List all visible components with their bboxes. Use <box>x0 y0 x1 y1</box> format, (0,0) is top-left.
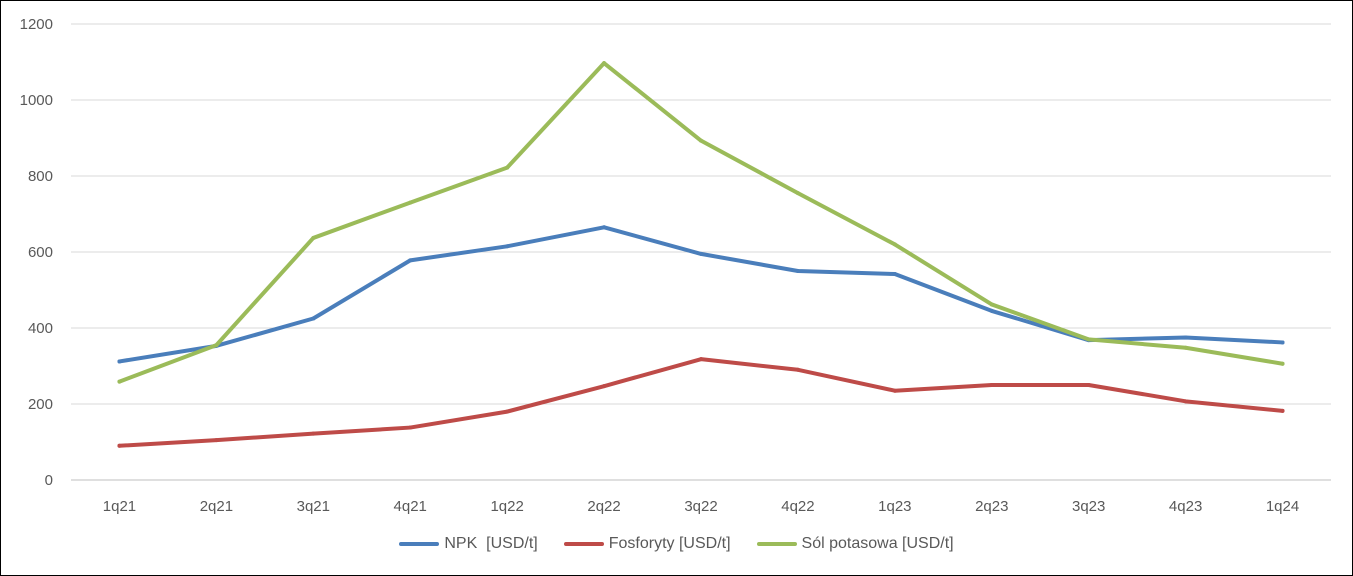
x-tick-label: 1q22 <box>490 498 523 515</box>
x-tick-label: 1q24 <box>1266 498 1299 515</box>
data-point <box>117 359 122 364</box>
data-point <box>214 343 219 348</box>
data-point <box>1183 399 1188 404</box>
data-point <box>892 272 897 277</box>
data-point <box>311 431 316 436</box>
data-point <box>602 384 607 389</box>
y-tick-label: 0 <box>45 472 53 489</box>
y-tick-label: 200 <box>28 396 53 413</box>
data-point <box>1086 383 1091 387</box>
legend-label: Fosforyty [USD/t] <box>608 535 731 552</box>
data-point <box>892 242 897 247</box>
data-point <box>699 357 703 362</box>
data-point <box>408 425 413 430</box>
legend-label: Sól potasowa [USD/t] <box>801 535 954 552</box>
data-point <box>699 251 703 256</box>
series-lines <box>117 61 1285 448</box>
x-tick-label: 3q21 <box>297 498 330 515</box>
data-point <box>1086 337 1091 342</box>
x-tick-label: 4q21 <box>394 498 427 515</box>
y-axis-ticks: 0 200 400 600 800 1000 1200 <box>20 16 53 489</box>
data-point <box>311 316 316 321</box>
data-point <box>408 200 413 205</box>
data-point <box>795 191 800 196</box>
data-point <box>602 61 607 66</box>
x-tick-label: 2q23 <box>975 498 1008 515</box>
data-point <box>408 258 413 263</box>
data-point <box>311 235 316 240</box>
x-tick-label: 4q23 <box>1169 498 1202 515</box>
x-tick-label: 2q21 <box>200 498 233 515</box>
data-point <box>795 367 800 372</box>
x-tick-label: 3q22 <box>684 498 717 515</box>
data-point <box>1183 335 1188 340</box>
data-point <box>892 388 897 393</box>
x-axis-ticks: 1q21 2q21 3q21 4q21 1q22 2q22 3q22 4q22 1q23 2q23… <box>103 498 1299 515</box>
data-point <box>117 443 122 448</box>
data-point <box>505 409 510 414</box>
data-point <box>1183 345 1188 350</box>
legend-item-0: NPK [USD/t] <box>399 535 538 553</box>
x-tick-label: 1q21 <box>103 498 136 515</box>
y-tick-label: 1000 <box>20 92 53 109</box>
series-line-1 <box>117 357 1285 448</box>
series-line-2 <box>117 61 1285 384</box>
x-tick-label: 3q23 <box>1072 498 1105 515</box>
legend: NPK [USD/t] Fosforyty [USD/t] Sól potasowa… <box>1 535 1352 553</box>
x-tick-label: 2q22 <box>587 498 620 515</box>
data-point <box>214 438 219 443</box>
legend-swatch <box>756 542 797 546</box>
legend-label: NPK [USD/t] <box>444 535 538 552</box>
data-point <box>699 138 703 143</box>
data-point <box>505 165 510 170</box>
y-tick-label: 400 <box>28 320 53 337</box>
legend-item-1: Fosforyty [USD/t] <box>563 535 731 553</box>
data-point <box>989 383 994 387</box>
data-point <box>989 308 994 313</box>
y-tick-label: 600 <box>28 244 53 261</box>
y-tick-label: 800 <box>28 168 53 185</box>
data-point <box>1280 361 1285 366</box>
data-point <box>1280 340 1285 345</box>
legend-item-2: Sól potasowa [USD/t] <box>756 535 954 553</box>
legend-swatch <box>563 542 604 546</box>
data-point <box>1280 408 1285 413</box>
legend-swatch <box>399 542 440 546</box>
x-tick-label: 1q23 <box>878 498 911 515</box>
data-point <box>602 225 607 230</box>
data-point <box>505 244 510 249</box>
data-point <box>795 269 800 273</box>
data-point <box>989 302 994 307</box>
data-point <box>117 379 122 384</box>
y-tick-label: 1200 <box>20 16 53 33</box>
x-tick-label: 4q22 <box>781 498 814 515</box>
